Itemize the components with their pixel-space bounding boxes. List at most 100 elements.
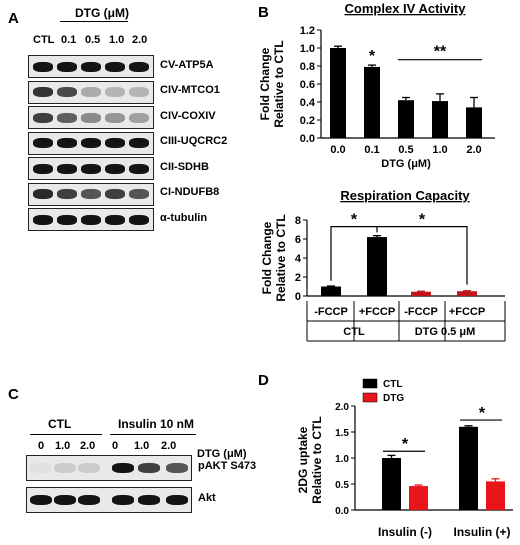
bar: [364, 66, 380, 138]
y-tick-label: 1.2: [300, 25, 315, 37]
y-axis-label: Fold Change: [260, 221, 274, 294]
panel-c-band: [166, 495, 188, 505]
panel-c-band: [30, 495, 52, 505]
panel-a-blot-label: CI-NDUFB8: [160, 186, 220, 198]
panel-c-blot-strip: [26, 455, 192, 481]
panel-c-lane-label: 2.0: [161, 440, 177, 452]
panel-a-blot-label: CIV-COXIV: [160, 109, 216, 122]
panel-a-blot-label: α-tubulin: [160, 211, 208, 224]
panel-a-band: [105, 163, 125, 174]
group-label: DTG 0.5 μM: [415, 326, 476, 338]
panel-a-lane-label: 1.0: [109, 34, 125, 46]
panel-a-band: [81, 214, 101, 225]
panel-c-lane-label: 1.0: [55, 440, 71, 452]
panel-c-band: [30, 463, 52, 473]
panel-a-blot-label: CV-ATP5A: [160, 58, 214, 71]
y-axis-label: Fold Change: [258, 47, 272, 120]
panel-c-group-ctl: CTL: [48, 417, 72, 431]
panel-a-band: [57, 61, 77, 72]
bar: [459, 426, 478, 510]
panel-a-blot-label: CIV-MTCO1: [160, 84, 220, 96]
panel-a-blot-label: CII-SDHB: [160, 160, 209, 173]
x-tick-label: 0.0: [330, 144, 345, 156]
bar: [321, 286, 341, 296]
y-tick-label: 0.0: [300, 133, 315, 145]
significance-star: *: [369, 48, 376, 65]
y-tick-label: 6: [295, 234, 301, 246]
panel-a-band: [129, 138, 149, 148]
significance-star: *: [479, 405, 486, 422]
panel-c-band: [78, 495, 100, 505]
panel-a-blot-label: CIII-UQCRC2: [160, 135, 228, 147]
significance-bracket: [377, 226, 468, 285]
panel-c-band: [138, 463, 160, 473]
panel-a-band: [57, 163, 77, 174]
panel-a-band: [129, 189, 149, 199]
panel-a-band: [129, 214, 149, 225]
y-tick-label: 1.0: [300, 43, 315, 55]
y-tick-label: 1.5: [335, 428, 349, 439]
y-tick-label: 0.5: [335, 480, 349, 491]
legend-label: DTG: [383, 393, 404, 404]
panel-c-insulin-line: [110, 434, 196, 435]
panel-c-band: [112, 495, 134, 505]
panel-a-band: [33, 61, 53, 72]
complex-iv-activity-chart: Complex IV Activity 0.0 0.2 0.4 0.6 0.8 1.0 1.2…: [258, 1, 495, 170]
panel-a-band: [33, 112, 53, 123]
panel-a-band: [105, 138, 125, 148]
panel-a-blot-strip: [28, 157, 154, 180]
bar: [330, 48, 346, 138]
panel-c-band: [112, 463, 134, 473]
bar: [432, 101, 448, 138]
respiration-capacity-chart: Respiration Capacity 0 2 4 6 8 Fold Change Rela…: [260, 188, 506, 342]
x-tick-label: -FCCP: [314, 306, 348, 318]
panel-a-band: [57, 87, 77, 97]
bar: [466, 107, 482, 138]
panel-a-band: [105, 61, 125, 72]
panel-c-blot-label: pAKT S473: [198, 460, 257, 472]
x-tick-label: 0.5: [398, 144, 413, 156]
panel-a-band: [33, 138, 53, 148]
x-tick-label: -FCCP: [404, 306, 438, 318]
panel-a-band: [105, 189, 125, 199]
legend-label: CTL: [383, 379, 402, 390]
significance-star: *: [351, 212, 358, 229]
panel-a-band: [57, 112, 77, 123]
panel-c-blot-strip: [26, 487, 192, 513]
panel-a-lane-label: 0.5: [85, 34, 101, 46]
panel-c-lane-label: 1.0: [134, 440, 150, 452]
y-tick-label: 0.2: [300, 115, 315, 127]
significance-star: *: [419, 212, 426, 229]
bar: [409, 486, 428, 510]
y-axis-label: Relative to CTL: [274, 214, 288, 301]
panel-a-band: [129, 87, 149, 97]
panel-c-lane-label: 2.0: [80, 440, 96, 452]
x-tick-label: Insulin (+): [454, 525, 511, 539]
panel-c-blot-label: Akt: [198, 492, 216, 504]
y-axis-label: 2DG uptake: [296, 426, 310, 493]
y-tick-label: 2.0: [335, 402, 349, 413]
y-tick-label: 4: [295, 253, 302, 265]
x-tick-label: +FCCP: [359, 306, 395, 318]
bar: [457, 291, 477, 296]
panel-a-band: [105, 87, 125, 97]
panel-a-blot-strip: [28, 80, 154, 104]
panel-c-band: [166, 463, 188, 473]
panel-a-band: [57, 214, 77, 225]
panel-c-ctl-line: [30, 434, 102, 435]
panel-a-band: [81, 112, 101, 123]
panel-c-letter: C: [8, 386, 19, 403]
bar: [411, 291, 431, 296]
panel-a-band: [81, 61, 101, 72]
panel-a-band: [81, 189, 101, 199]
chart-title: Respiration Capacity: [340, 188, 470, 203]
panel-c-band: [54, 495, 76, 505]
panel-a-blot-strip: [28, 55, 154, 78]
panel-a-band: [33, 87, 53, 97]
x-tick-label: 0.1: [364, 144, 379, 156]
y-tick-label: 2: [295, 272, 301, 284]
chart-title: Complex IV Activity: [345, 1, 467, 16]
legend-swatch: [362, 392, 378, 403]
x-axis-label: DTG (μM): [381, 158, 431, 170]
panel-a-header-line: [60, 21, 128, 22]
